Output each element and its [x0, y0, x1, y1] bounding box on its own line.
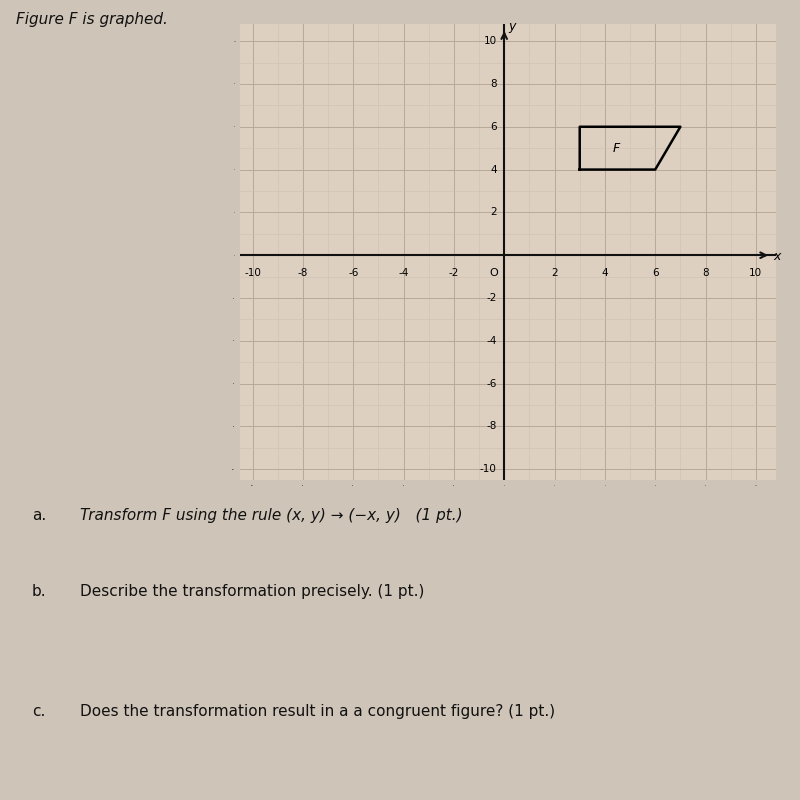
Text: F: F: [613, 142, 620, 154]
Text: 6: 6: [490, 122, 497, 132]
Text: -6: -6: [486, 378, 497, 389]
Text: Describe the transformation precisely. (1 pt.): Describe the transformation precisely. (…: [80, 584, 424, 599]
Text: a.: a.: [32, 508, 46, 523]
Text: -4: -4: [398, 268, 409, 278]
Text: -2: -2: [486, 293, 497, 303]
Text: y: y: [508, 20, 515, 33]
Text: -8: -8: [486, 422, 497, 431]
Text: -6: -6: [348, 268, 358, 278]
Text: 6: 6: [652, 268, 658, 278]
Text: b.: b.: [32, 584, 46, 599]
Text: 4: 4: [490, 165, 497, 174]
Text: 10: 10: [483, 36, 497, 46]
Text: 2: 2: [490, 207, 497, 218]
Text: Does the transformation result in a a congruent figure? (1 pt.): Does the transformation result in a a co…: [80, 704, 555, 719]
Text: -8: -8: [298, 268, 308, 278]
Text: 4: 4: [602, 268, 608, 278]
Text: Figure F is graphed.: Figure F is graphed.: [16, 12, 168, 27]
Text: c.: c.: [32, 704, 46, 719]
Text: 8: 8: [490, 79, 497, 89]
Text: -4: -4: [486, 336, 497, 346]
Text: 2: 2: [551, 268, 558, 278]
Text: x: x: [774, 250, 781, 262]
Text: -2: -2: [449, 268, 459, 278]
Text: -10: -10: [480, 464, 497, 474]
Text: O: O: [489, 268, 498, 278]
Text: 10: 10: [750, 268, 762, 278]
Text: -10: -10: [244, 268, 261, 278]
Text: 8: 8: [702, 268, 709, 278]
Text: Transform F using the rule (x, y) → (−x, y)   (1 pt.): Transform F using the rule (x, y) → (−x,…: [80, 508, 462, 523]
